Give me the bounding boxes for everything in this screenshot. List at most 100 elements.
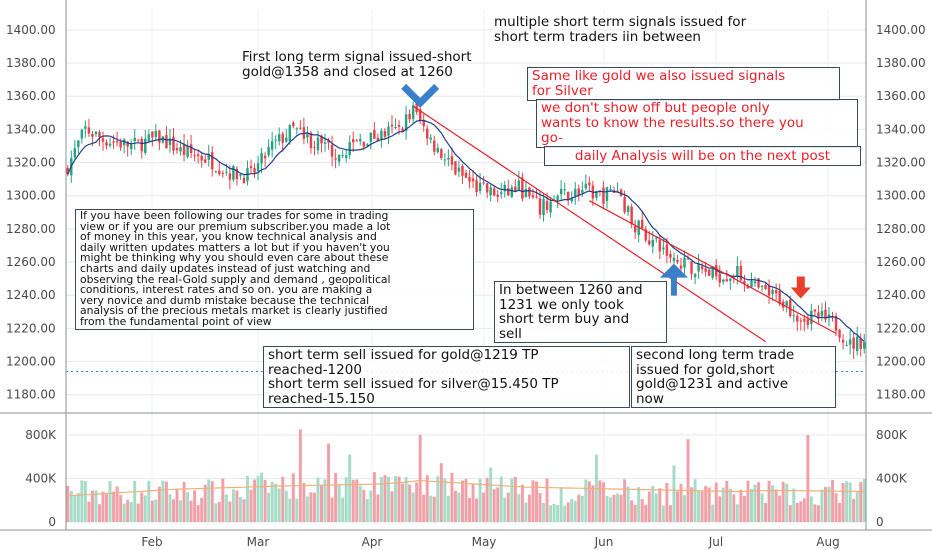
candle-body bbox=[239, 174, 242, 176]
sell-signal-arrow bbox=[401, 83, 440, 108]
candle-body bbox=[267, 147, 270, 156]
volume-bar bbox=[834, 493, 838, 522]
volume-bar bbox=[242, 499, 246, 522]
candle-body bbox=[485, 183, 489, 193]
volume-bar bbox=[616, 493, 620, 522]
candle-body bbox=[746, 285, 750, 289]
candle-body bbox=[464, 172, 468, 178]
candle-body bbox=[426, 128, 429, 139]
volume-bar bbox=[556, 505, 560, 522]
volume-bar bbox=[760, 493, 764, 522]
candle-body bbox=[831, 317, 834, 319]
volume-bar bbox=[83, 480, 87, 522]
candle-body bbox=[820, 310, 824, 316]
candle-body bbox=[796, 315, 799, 322]
volume-tick-left: 0 bbox=[48, 515, 56, 529]
candle-body bbox=[760, 285, 764, 287]
candle-body bbox=[658, 239, 662, 252]
candle-body bbox=[549, 201, 552, 213]
candle-body bbox=[859, 338, 862, 349]
candle-body bbox=[496, 194, 499, 197]
volume-bar bbox=[284, 490, 288, 522]
volume-bar bbox=[217, 502, 221, 522]
volume-bar bbox=[690, 487, 694, 522]
candle-body bbox=[669, 254, 672, 258]
volume-bar bbox=[742, 496, 746, 522]
volume-bar bbox=[679, 483, 683, 522]
volume-bar bbox=[432, 496, 436, 522]
volume-bar bbox=[496, 487, 500, 522]
price-tick-left: 1180.00 bbox=[6, 388, 56, 402]
volume-bar bbox=[394, 476, 397, 522]
candle-body bbox=[418, 109, 422, 121]
volume-bar bbox=[542, 502, 546, 522]
volume-bar bbox=[792, 488, 796, 522]
volume-bar bbox=[746, 480, 750, 522]
price-tick-left: 1320.00 bbox=[6, 156, 56, 170]
candle-body bbox=[510, 187, 514, 197]
candle-body bbox=[739, 265, 743, 281]
volume-bar bbox=[492, 489, 496, 522]
candle-body bbox=[718, 274, 721, 283]
volume-bar bbox=[186, 492, 190, 522]
volume-bar bbox=[249, 489, 253, 522]
volume-bar bbox=[418, 434, 422, 522]
volume-bar bbox=[460, 480, 464, 522]
candle-body bbox=[489, 187, 492, 196]
candle-body bbox=[351, 139, 355, 143]
candle-body bbox=[528, 187, 531, 197]
candle-body bbox=[725, 279, 729, 282]
candle-body bbox=[91, 133, 94, 137]
candle-body bbox=[101, 138, 105, 142]
volume-bar bbox=[778, 495, 782, 522]
candle-body bbox=[443, 159, 447, 161]
volume-bar bbox=[214, 503, 218, 522]
volume-bar bbox=[274, 483, 278, 522]
candle-body bbox=[323, 142, 327, 144]
volume-bar bbox=[813, 504, 817, 522]
candle-body bbox=[542, 198, 545, 215]
volume-bar bbox=[320, 485, 323, 522]
candle-body bbox=[330, 145, 334, 157]
volume-bar bbox=[753, 484, 757, 522]
candle-body bbox=[172, 136, 175, 151]
candle-body bbox=[503, 184, 506, 192]
candle-body bbox=[672, 257, 676, 261]
candle-body bbox=[87, 127, 91, 134]
volume-bar bbox=[499, 476, 503, 522]
candle-body bbox=[320, 135, 323, 144]
volume-bar bbox=[757, 482, 760, 522]
candle-body bbox=[559, 188, 563, 195]
volume-bar bbox=[453, 490, 457, 522]
volume-bar bbox=[439, 463, 443, 522]
volume-bar bbox=[827, 486, 831, 522]
volume-bar bbox=[651, 485, 655, 522]
candle-body bbox=[514, 186, 517, 193]
volume-bar bbox=[90, 490, 94, 522]
volume-bar bbox=[136, 503, 140, 522]
signal-markers bbox=[401, 83, 811, 299]
volume-bar bbox=[862, 479, 866, 522]
volume-bar bbox=[337, 483, 341, 522]
candle-body bbox=[566, 191, 570, 201]
price-tick-left: 1380.00 bbox=[6, 56, 56, 70]
price-tick-right: 1240.00 bbox=[876, 288, 926, 302]
candle-body bbox=[531, 195, 535, 198]
candle-body bbox=[492, 188, 496, 196]
price-tick-right: 1360.00 bbox=[876, 89, 926, 103]
candle-body bbox=[767, 286, 771, 296]
candle-body bbox=[633, 226, 637, 233]
candle-body bbox=[295, 128, 299, 130]
volume-bar bbox=[369, 490, 373, 522]
candle-body bbox=[584, 183, 588, 189]
candle-body bbox=[161, 136, 165, 143]
candle-body bbox=[838, 329, 841, 338]
price-tick-right: 1280.00 bbox=[876, 222, 926, 236]
volume-bar bbox=[105, 494, 109, 522]
volume-bar bbox=[630, 500, 634, 522]
volume-bar bbox=[224, 494, 228, 522]
candle-body bbox=[203, 159, 207, 163]
candle-body bbox=[376, 137, 380, 141]
volume-bar bbox=[362, 489, 366, 522]
candle-body bbox=[154, 130, 158, 138]
